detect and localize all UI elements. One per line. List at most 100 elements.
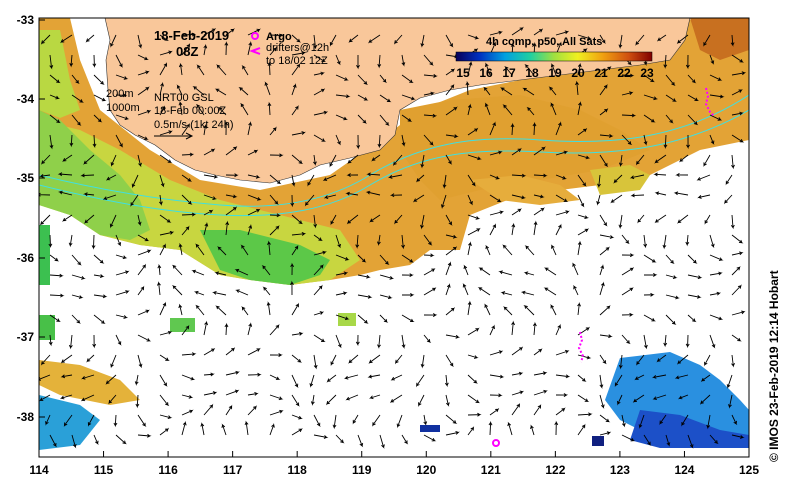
current-vector xyxy=(69,134,74,148)
current-vector xyxy=(335,314,350,321)
current-vector xyxy=(178,303,183,316)
current-vector xyxy=(685,54,690,70)
current-vector xyxy=(335,334,342,349)
current-vector xyxy=(530,424,535,436)
current-vector xyxy=(511,147,522,156)
current-vector xyxy=(304,194,315,207)
current-vector xyxy=(445,430,460,436)
current-vector xyxy=(709,74,723,81)
current-vector xyxy=(555,407,566,416)
drifter-label-1: drifters@12h xyxy=(266,42,329,54)
current-vector xyxy=(599,108,609,116)
current-vector xyxy=(577,326,590,336)
current-vector xyxy=(445,106,458,116)
current-vector xyxy=(420,354,425,369)
lon-tick-label: 118 xyxy=(288,463,308,477)
current-vector xyxy=(599,154,609,168)
current-vector xyxy=(291,51,306,56)
current-vector xyxy=(178,62,183,76)
current-vector xyxy=(261,265,271,276)
current-vector xyxy=(465,80,470,96)
current-vector xyxy=(71,254,82,266)
current-vector xyxy=(687,434,694,449)
current-vector xyxy=(704,214,711,225)
current-vector xyxy=(533,403,542,416)
current-vector xyxy=(730,34,735,47)
current-vector xyxy=(401,94,416,101)
current-vector xyxy=(731,434,745,439)
current-vector xyxy=(652,374,667,379)
current-vector xyxy=(532,121,537,136)
current-vector xyxy=(665,254,675,264)
current-vector xyxy=(599,354,607,365)
current-vector xyxy=(665,74,676,86)
current-vector xyxy=(467,194,474,206)
current-vector xyxy=(313,154,317,166)
current-vector xyxy=(69,54,74,68)
current-vector xyxy=(366,172,381,177)
current-vector xyxy=(423,134,435,146)
current-vector xyxy=(654,191,667,196)
current-vector xyxy=(130,194,139,207)
current-vector xyxy=(533,207,545,216)
current-vector xyxy=(599,234,615,239)
current-vector xyxy=(725,174,733,186)
current-vector xyxy=(203,124,208,136)
current-vector xyxy=(215,64,227,76)
current-vector xyxy=(550,63,557,76)
current-vector xyxy=(396,414,403,429)
current-vector xyxy=(110,354,117,369)
current-vector xyxy=(313,234,323,241)
current-vector xyxy=(181,409,194,416)
current-vector xyxy=(554,420,559,436)
current-vector xyxy=(379,114,390,126)
current-vector xyxy=(335,94,351,99)
lon-tick-label: 121 xyxy=(481,463,501,477)
current-vector xyxy=(467,426,475,436)
current-vector xyxy=(203,28,217,36)
current-vector xyxy=(379,274,395,280)
current-vector xyxy=(709,94,725,99)
current-vector xyxy=(290,262,295,276)
current-vector xyxy=(511,173,527,178)
current-vector xyxy=(176,84,183,96)
current-vector xyxy=(618,34,623,50)
current-vector xyxy=(423,234,433,246)
current-vector xyxy=(335,291,348,296)
current-vector xyxy=(643,334,648,350)
current-vector xyxy=(110,154,117,167)
current-vector xyxy=(401,434,409,445)
current-vector xyxy=(467,241,472,256)
current-vector xyxy=(621,267,635,276)
current-vector xyxy=(665,114,674,124)
current-vector xyxy=(247,372,262,377)
current-vector xyxy=(368,354,381,364)
current-vector xyxy=(269,126,277,136)
current-vector xyxy=(423,74,438,78)
current-vector xyxy=(71,114,82,126)
current-vector xyxy=(510,42,515,56)
current-vector xyxy=(663,134,668,149)
current-vector xyxy=(323,194,337,199)
current-vector xyxy=(643,134,648,146)
current-vector xyxy=(217,106,227,116)
current-vector xyxy=(269,194,279,205)
current-vector xyxy=(401,114,413,122)
current-vector xyxy=(115,334,122,346)
current-vector xyxy=(225,145,238,156)
current-vector xyxy=(423,267,436,276)
current-vector xyxy=(193,290,205,296)
current-vector xyxy=(203,403,214,416)
current-vector xyxy=(416,174,425,183)
current-vector xyxy=(71,94,85,103)
current-vector xyxy=(577,423,586,436)
current-vector xyxy=(313,34,318,50)
current-vector xyxy=(511,222,516,236)
current-vector xyxy=(445,354,454,367)
title-date: 18-Feb-2019 xyxy=(154,28,229,43)
current-vector xyxy=(291,214,304,225)
current-vector xyxy=(637,214,645,224)
current-vector xyxy=(511,194,527,200)
current-vector xyxy=(423,287,437,296)
current-vector xyxy=(635,34,645,46)
